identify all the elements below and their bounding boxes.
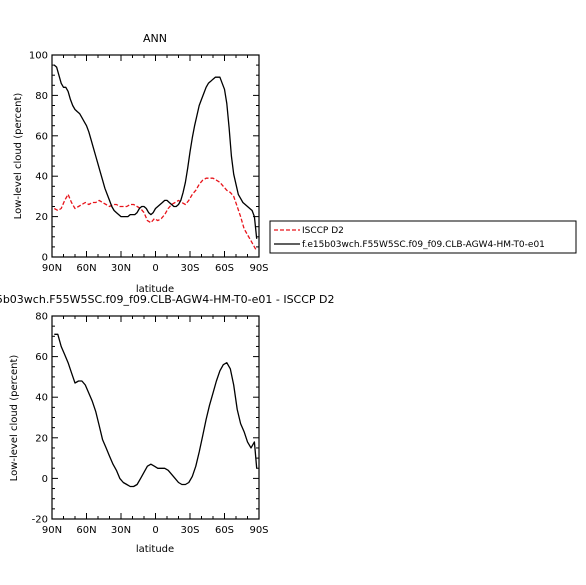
bottom-y-tick-label: 60 (35, 352, 48, 363)
bottom-x-tick-label: 90S (249, 525, 268, 536)
bottom-x-tick-label: 30N (111, 525, 131, 536)
top-x-tick-label: 90N (42, 263, 62, 274)
top-series-line-0 (53, 177, 258, 252)
top-y-tick-label: 40 (35, 172, 48, 183)
bottom-series-group (54, 333, 258, 488)
top-plot-frame (51, 54, 260, 258)
bottom-y-axis-label: Low-level cloud (percent) (9, 355, 20, 482)
bottom-panel: f.e15b03wch.F55W5SC.f09_f09.CLB-AGW4-HM-… (0, 293, 335, 555)
top-x-tick-label: 30S (180, 263, 199, 274)
bottom-x-tick-label: 60N (76, 525, 96, 536)
top-y-tick-label: 80 (35, 91, 48, 102)
top-y-tick-label: 20 (35, 212, 48, 223)
top-y-tick-label: 100 (29, 51, 48, 62)
top-x-tick-label: 90S (249, 263, 268, 274)
bottom-y-tick-label: 80 (35, 312, 48, 323)
top-series-group (53, 64, 258, 252)
top-ticks-group: 90N 60N 30N 0 30S 60S 90S 0 20 40 60 80 100 (29, 51, 269, 275)
top-legend: ISCCP D2 f.e15b03wch.F55W5SC.f09_f09.CLB… (269, 220, 577, 254)
bottom-ticks-group: 90N 60N 30N 0 30S 60S 90S -20 0 20 40 60 80 (32, 312, 269, 537)
top-x-tick-label: 0 (152, 263, 158, 274)
top-y-tick-label: 0 (42, 253, 48, 264)
top-chart-title: ANN (143, 32, 167, 45)
legend-label-model: f.e15b03wch.F55W5SC.f09_f09.CLB-AGW4-HM-… (302, 240, 545, 250)
bottom-x-axis-label: latitude (136, 544, 174, 555)
top-x-tick-label: 60N (76, 263, 96, 274)
top-series-line-1 (53, 64, 258, 239)
top-x-axis-label: latitude (136, 284, 174, 295)
bottom-plot-frame (51, 315, 260, 520)
bottom-y-tick-label: 40 (35, 393, 48, 404)
legend-box (269, 220, 577, 254)
top-x-tick-label: 60S (215, 263, 234, 274)
top-panel: ANN 90N 60N 30N 0 30S 60S 90S 0 20 40 60 80 100 lati… (13, 32, 577, 295)
top-y-axis-label: Low-level cloud (percent) (13, 93, 24, 220)
legend-label-isccp: ISCCP D2 (302, 226, 344, 236)
bottom-series-line-0 (54, 333, 258, 488)
bottom-x-tick-label: 90N (42, 525, 62, 536)
bottom-x-tick-label: 30S (180, 525, 199, 536)
top-y-tick-label: 60 (35, 131, 48, 142)
bottom-x-tick-label: 60S (215, 525, 234, 536)
bottom-y-tick-label: 0 (42, 474, 48, 485)
bottom-x-tick-label: 0 (152, 525, 158, 536)
bottom-chart-title: f.e15b03wch.F55W5SC.f09_f09.CLB-AGW4-HM-… (0, 293, 335, 306)
bottom-y-tick-label: 20 (35, 433, 48, 444)
top-x-tick-label: 30N (111, 263, 131, 274)
bottom-y-tick-label: -20 (32, 515, 48, 526)
